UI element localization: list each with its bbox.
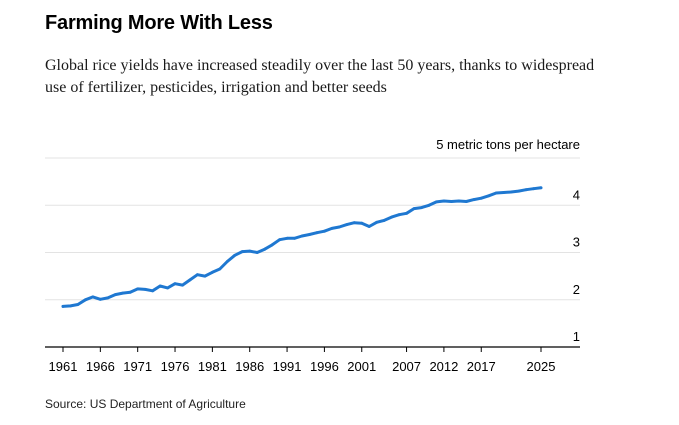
data-point xyxy=(98,297,102,301)
data-point xyxy=(240,250,244,254)
x-tick-label: 1961 xyxy=(49,359,78,374)
data-point xyxy=(479,196,483,200)
data-point xyxy=(337,225,341,229)
data-point xyxy=(91,295,95,299)
data-point xyxy=(450,200,453,203)
data-point xyxy=(143,288,147,291)
data-point xyxy=(211,270,214,274)
x-tick-label: 2007 xyxy=(392,359,421,374)
data-point xyxy=(293,236,296,240)
data-point xyxy=(136,287,140,291)
data-point xyxy=(375,220,379,224)
data-point xyxy=(158,284,162,288)
x-tick-label: 2001 xyxy=(347,359,376,374)
data-point xyxy=(151,289,155,293)
data-point xyxy=(196,273,199,277)
data-point xyxy=(442,199,446,203)
x-tick-labels: 1961 1966 1971 1976 1981 1986 1991 1996 2001 2007… xyxy=(49,347,556,374)
data-point xyxy=(487,194,491,198)
data-point xyxy=(84,298,87,302)
data-point xyxy=(330,227,334,230)
data-point xyxy=(315,231,319,235)
chart-subtitle: Global rice yields have increased steadi… xyxy=(45,57,595,96)
source-note: Source: US Department of Agriculture xyxy=(45,397,246,411)
x-tick-label: 1971 xyxy=(123,359,152,374)
grid-lines xyxy=(45,157,580,301)
data-point xyxy=(412,207,416,211)
y-tick-label: 4 xyxy=(573,187,580,202)
data-point xyxy=(427,203,431,207)
x-tick-label: 1966 xyxy=(86,359,115,374)
data-point xyxy=(435,200,438,204)
x-tick-label: 2012 xyxy=(429,359,458,374)
data-point xyxy=(69,304,72,308)
data-point xyxy=(218,267,222,271)
data-point xyxy=(113,293,117,296)
data-point xyxy=(502,191,506,194)
data-point xyxy=(390,215,393,219)
data-point xyxy=(367,225,371,228)
data-point xyxy=(285,236,289,240)
data-point xyxy=(472,198,476,202)
data-point xyxy=(524,188,528,192)
data-point xyxy=(494,191,498,195)
data-point xyxy=(203,274,207,278)
x-tick-label: 2025 xyxy=(527,359,556,374)
data-point xyxy=(323,229,326,233)
chart-title: Farming More With Less xyxy=(45,12,273,34)
data-point xyxy=(263,247,267,251)
data-point xyxy=(121,291,125,295)
y-axis-unit-label: 5 metric tons per hectare xyxy=(436,137,580,152)
data-point xyxy=(308,233,311,236)
x-tick-label: 1986 xyxy=(235,359,264,374)
data-point xyxy=(248,249,252,253)
data-point xyxy=(128,290,132,294)
data-point xyxy=(181,283,184,287)
y-tick-labels: 1 2 3 4 xyxy=(573,187,580,344)
y-tick-label: 3 xyxy=(573,235,580,250)
y-tick-label: 2 xyxy=(573,282,580,297)
x-tick-label: 2017 xyxy=(467,359,496,374)
data-point xyxy=(173,282,177,286)
data-point xyxy=(457,199,461,203)
data-point xyxy=(352,221,356,225)
data-point xyxy=(420,206,423,210)
data-point xyxy=(345,223,349,227)
data-point xyxy=(405,211,408,215)
data-point xyxy=(300,234,304,238)
data-points xyxy=(61,186,543,308)
data-point xyxy=(76,303,80,306)
x-tick-label: 1981 xyxy=(198,359,227,374)
data-point xyxy=(166,286,170,290)
data-point xyxy=(397,213,401,217)
data-point xyxy=(106,296,110,300)
x-tick-label: 1976 xyxy=(161,359,190,374)
data-point xyxy=(539,186,543,190)
data-point xyxy=(382,219,386,222)
data-point xyxy=(532,187,535,191)
data-point xyxy=(270,243,274,247)
y-tick-label: 1 xyxy=(573,329,580,344)
data-point xyxy=(61,305,65,308)
x-tick-label: 1996 xyxy=(310,359,339,374)
x-tick-label: 1991 xyxy=(273,359,302,374)
data-point xyxy=(188,278,192,282)
data-point xyxy=(517,189,520,193)
data-point xyxy=(360,221,364,225)
data-point xyxy=(233,253,237,257)
data-point xyxy=(225,260,229,263)
data-point xyxy=(464,200,468,203)
data-point xyxy=(509,190,513,194)
data-point xyxy=(255,251,259,254)
data-point xyxy=(278,238,281,242)
